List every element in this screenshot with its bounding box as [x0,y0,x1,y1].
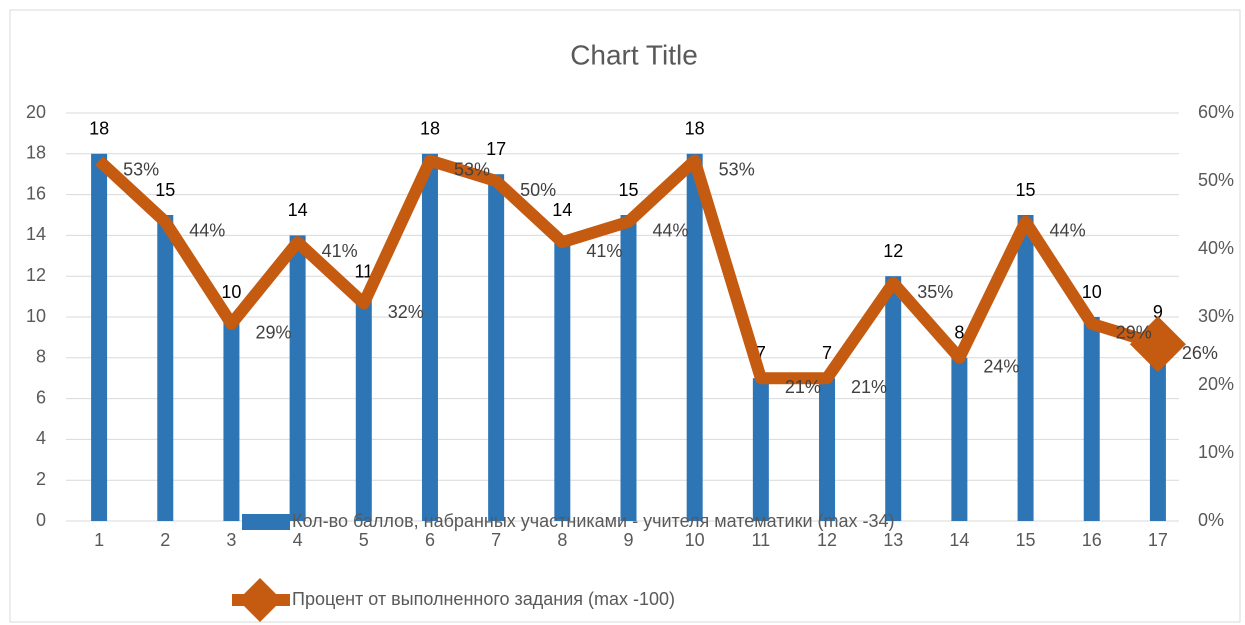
data-label: 53% [454,159,490,179]
data-label: 44% [653,221,689,241]
data-label: 18 [685,119,705,139]
data-label: 53% [719,159,755,179]
data-label: 11 [354,261,373,281]
bar [686,153,703,522]
data-label: 44% [1050,221,1086,241]
data-label: 24% [983,357,1019,377]
data-label: 44% [189,221,225,241]
data-label: 8 [954,323,964,343]
x-tick-label: 6 [425,530,435,550]
x-tick-label: 17 [1148,530,1168,550]
y-tick-label: 18 [26,143,46,163]
data-label: 7 [756,343,766,363]
data-label: 35% [917,282,953,302]
data-label: 17 [486,139,506,159]
x-tick-label: 15 [1016,530,1036,550]
legend-swatch [242,514,290,530]
bar [554,235,571,521]
x-tick-label: 11 [752,530,771,550]
data-label: 29% [255,323,291,343]
data-label: 10 [1082,282,1102,302]
y-tick-label: 12 [26,265,46,285]
x-tick-label: 3 [226,530,236,550]
x-tick-label: 2 [160,530,170,550]
bar [289,235,306,521]
bar [421,153,438,522]
line [95,154,1160,385]
data-label: 21% [851,377,887,397]
y2-tick-label: 10% [1198,442,1234,462]
data-label: 41% [586,241,622,261]
y-tick-label: 0 [36,510,46,530]
y-tick-label: 6 [36,387,46,407]
legend-label: Кол-во баллов, набранных участниками - у… [292,511,895,531]
data-label: 26% [1182,343,1218,363]
y-tick-label: 16 [26,183,46,203]
bar [819,378,836,521]
bar [620,215,637,521]
data-label: 50% [520,180,556,200]
x-tick-label: 4 [293,530,303,550]
data-label: 18 [420,119,440,139]
bar [157,215,174,521]
legend-swatch [238,578,282,622]
bar [1149,337,1166,521]
x-tick-label: 9 [623,530,633,550]
bar [488,174,505,521]
x-tick-label: 1 [94,530,104,550]
y2-tick-label: 30% [1198,306,1234,326]
data-label: 53% [123,159,159,179]
bar [885,276,902,521]
y-tick-label: 10 [26,306,46,326]
chart-title: Chart Title [570,39,698,70]
y2-tick-label: 0% [1198,510,1224,530]
x-tick-label: 13 [883,530,903,550]
bar [223,317,240,521]
y-tick-label: 14 [26,224,46,244]
x-tick-label: 14 [949,530,969,550]
data-label: 15 [618,180,638,200]
data-label: 14 [552,200,572,220]
bar [1083,317,1100,521]
data-label: 14 [288,200,308,220]
x-tick-label: 12 [817,530,837,550]
y-tick-label: 2 [36,469,46,489]
point-marker [1129,316,1186,373]
x-tick-label: 8 [557,530,567,550]
y-tick-label: 8 [36,347,46,367]
bar [951,357,968,521]
x-tick-label: 7 [491,530,501,550]
bar [1017,215,1034,521]
data-label: 32% [388,302,424,322]
data-label: 15 [1016,180,1036,200]
data-label: 15 [155,180,175,200]
y2-tick-label: 60% [1198,102,1234,122]
x-tick-label: 10 [685,530,705,550]
data-label: 7 [822,343,832,363]
x-tick-label: 16 [1082,530,1102,550]
bar [355,296,372,521]
data-label: 10 [221,282,241,302]
data-label: 21% [785,377,821,397]
y-tick-label: 4 [36,428,46,448]
data-label: 29% [1116,323,1152,343]
data-label: 9 [1153,302,1163,322]
y-tick-label: 20 [26,102,46,122]
data-label: 41% [322,241,358,261]
y2-tick-label: 20% [1198,374,1234,394]
x-tick-label: 5 [359,530,369,550]
bar [91,153,108,522]
legend-label: Процент от выполненного задания (max -10… [292,589,675,609]
y2-tick-label: 40% [1198,238,1234,258]
data-label: 12 [883,241,903,261]
data-label: 18 [89,119,109,139]
y2-tick-label: 50% [1198,170,1234,190]
bar [752,378,769,521]
